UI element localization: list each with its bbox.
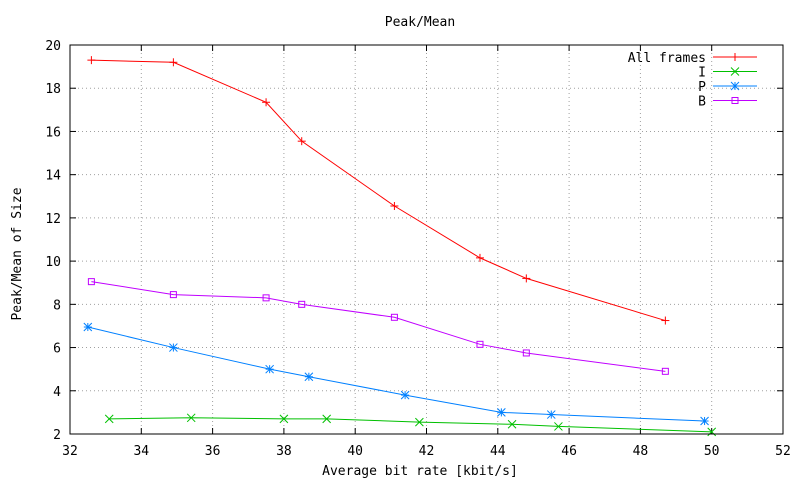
x-tick-label: 40 [347,444,363,459]
y-tick-label: 18 [45,82,61,97]
y-tick-label: 14 [45,169,61,184]
data-point-i [104,414,114,424]
data-point-i [707,427,717,437]
series-line-b [91,281,666,372]
chart-title: Peak/Mean [385,15,455,30]
data-point-i [322,414,332,424]
y-tick-label: 10 [45,255,61,270]
data-point-all-frames [87,56,96,65]
data-point-p [83,322,93,332]
x-tick-label: 32 [62,444,78,459]
data-point-all-frames [475,253,484,262]
legend-marker-p [730,81,740,91]
data-point-all-frames [661,316,670,325]
series-line-all-frames [91,59,666,322]
data-point-p [497,408,506,417]
y-tick-label: 16 [45,125,61,140]
x-tick-label: 52 [775,444,791,459]
x-tick-label: 34 [133,444,149,459]
data-point-b [87,278,95,286]
legend-label-b: B [698,95,706,110]
series-line-i [109,417,712,433]
x-tick-label: 50 [704,444,720,459]
y-tick-label: 8 [53,298,61,313]
data-point-all-frames [262,98,271,107]
data-point-p [169,343,178,352]
data-point-p [700,416,709,426]
plot-frame [69,44,784,435]
data-point-p [265,364,274,374]
legend-label-p: P [698,80,706,95]
data-point-all-frames [297,137,306,146]
y-tick-label: 12 [45,212,61,227]
data-point-p [400,390,410,400]
y-tick-label: 4 [53,385,61,400]
series-lines [87,59,712,433]
data-point-i [415,417,424,427]
x-tick-label: 42 [419,444,435,459]
x-tick-label: 44 [490,444,506,459]
series-line-p [87,326,705,422]
data-point-all-frames [169,58,178,67]
legend-marker-b [731,97,739,104]
data-point-b [262,294,270,302]
data-point-i [554,422,563,431]
x-tick-label: 48 [633,444,649,459]
axis-ticks [69,44,784,435]
legend-marker-i [730,67,740,76]
data-point-i [507,419,517,429]
y-tick-labels: 2 4 6 8 10 12 14 16 18 20 [45,39,61,443]
data-point-i [186,413,196,423]
data-point-b [390,313,398,321]
data-point-b [169,291,177,299]
data-point-b [476,340,484,348]
data-point-all-frames [522,274,531,283]
x-axis-label: Average bit rate [kbit/s] [322,464,518,479]
grid [70,45,783,434]
legend-label-i: I [698,66,706,81]
data-point-b [661,367,669,375]
data-point-b [522,349,530,357]
y-tick-label: 20 [45,39,61,54]
data-point-b [298,300,306,308]
x-tick-label: 36 [205,444,221,459]
data-point-p [304,372,314,382]
data-point-p [546,410,556,419]
y-tick-label: 2 [53,428,61,443]
y-tick-label: 6 [53,342,61,357]
x-tick-label: 38 [276,444,292,459]
x-tick-label: 46 [561,444,577,459]
legend-label-all-frames: All frames [628,51,706,66]
series-markers [83,56,717,437]
data-point-all-frames [390,202,399,211]
data-point-i [279,414,289,424]
x-tick-labels: 32 34 36 38 40 42 44 46 48 50 52 [62,444,791,459]
y-axis-label: Peak/Mean of Size [10,187,25,320]
legend-marker-all-frames [731,53,739,61]
